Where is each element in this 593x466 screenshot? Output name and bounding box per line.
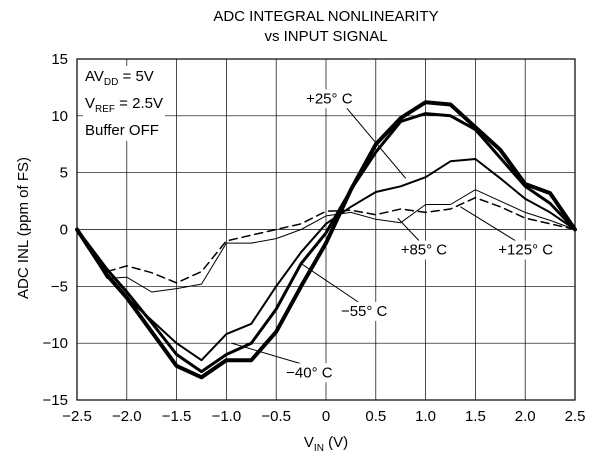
x-tick-label: −0.5 bbox=[261, 408, 291, 425]
y-tick-labels: 15 10 5 0 −5 −10 −15 bbox=[43, 51, 68, 409]
vref-condition: VREF = 2.5V bbox=[85, 95, 163, 115]
buffer-condition: Buffer OFF bbox=[85, 122, 159, 139]
y-tick-label: 5 bbox=[60, 165, 68, 182]
series-line-1 bbox=[75, 100, 577, 380]
series-line-2 bbox=[75, 112, 577, 374]
x-tick-label: −1.0 bbox=[212, 408, 242, 425]
series-group bbox=[75, 100, 577, 380]
x-axis-title: VIN (V) bbox=[304, 434, 348, 454]
annotation-bg bbox=[337, 301, 394, 321]
annotation-label: −40° C bbox=[286, 364, 333, 381]
annotation-leader bbox=[345, 107, 407, 179]
annotation-leader bbox=[460, 206, 519, 243]
x-tick-label: 2.5 bbox=[565, 408, 586, 425]
annotation-leader bbox=[231, 342, 307, 366]
x-tick-label: −1.5 bbox=[162, 408, 192, 425]
x-tick-label: 2.0 bbox=[515, 408, 536, 425]
annotation-label: +25° C bbox=[306, 90, 353, 107]
annotation-leader bbox=[300, 263, 362, 305]
y-tick-label: −10 bbox=[43, 335, 68, 352]
x-axis-title-unit: (V) bbox=[324, 434, 348, 451]
x-tick-label: 0.5 bbox=[365, 408, 386, 425]
x-axis-title-sub: IN bbox=[314, 443, 324, 454]
annotation-label: −55° C bbox=[341, 303, 388, 320]
avdd-condition: AVDD = 5V bbox=[85, 68, 154, 88]
x-axis-title-main: V bbox=[304, 434, 314, 451]
x-tick-label: 1.5 bbox=[465, 408, 486, 425]
annotation-bg bbox=[495, 240, 560, 260]
annotation-bg bbox=[283, 363, 339, 383]
annotation-bg bbox=[303, 89, 359, 109]
y-tick-label: −5 bbox=[51, 278, 68, 295]
y-tick-label: 10 bbox=[51, 108, 68, 125]
annotation-bg bbox=[397, 240, 454, 260]
chart-title-line-1: ADC INTEGRAL NONLINEARITY bbox=[213, 8, 439, 25]
x-tick-labels: −2.5 −2.0 −1.5 −1.0 −0.5 0 0.5 1.0 1.5 2.0 2.5 bbox=[62, 408, 585, 425]
series-line-4 bbox=[76, 196, 576, 284]
x-tick-label: 1.0 bbox=[415, 408, 436, 425]
x-tick-label: 0 bbox=[322, 408, 330, 425]
chart-title-line-2: vs INPUT SIGNAL bbox=[264, 28, 388, 45]
x-tick-label: −2.0 bbox=[112, 408, 142, 425]
annotation-leader bbox=[397, 217, 422, 243]
x-tick-label: −2.5 bbox=[62, 408, 92, 425]
y-tick-label: −15 bbox=[43, 392, 68, 409]
annotation-label: +85° C bbox=[401, 242, 448, 259]
annotations: +25° C +85° C +125° C −55° C −40° C bbox=[231, 89, 560, 383]
series-line-3 bbox=[76, 189, 576, 293]
annotation-label: +125° C bbox=[498, 242, 553, 259]
y-tick-label: 15 bbox=[51, 51, 68, 68]
y-axis-title: ADC INL (ppm of FS) bbox=[15, 157, 32, 299]
plot-frame bbox=[76, 58, 576, 401]
conditions-box: AVDD = 5V VREF = 2.5V Buffer OFF bbox=[83, 66, 165, 141]
y-tick-label: 0 bbox=[60, 222, 68, 239]
series-line-0 bbox=[76, 158, 576, 362]
